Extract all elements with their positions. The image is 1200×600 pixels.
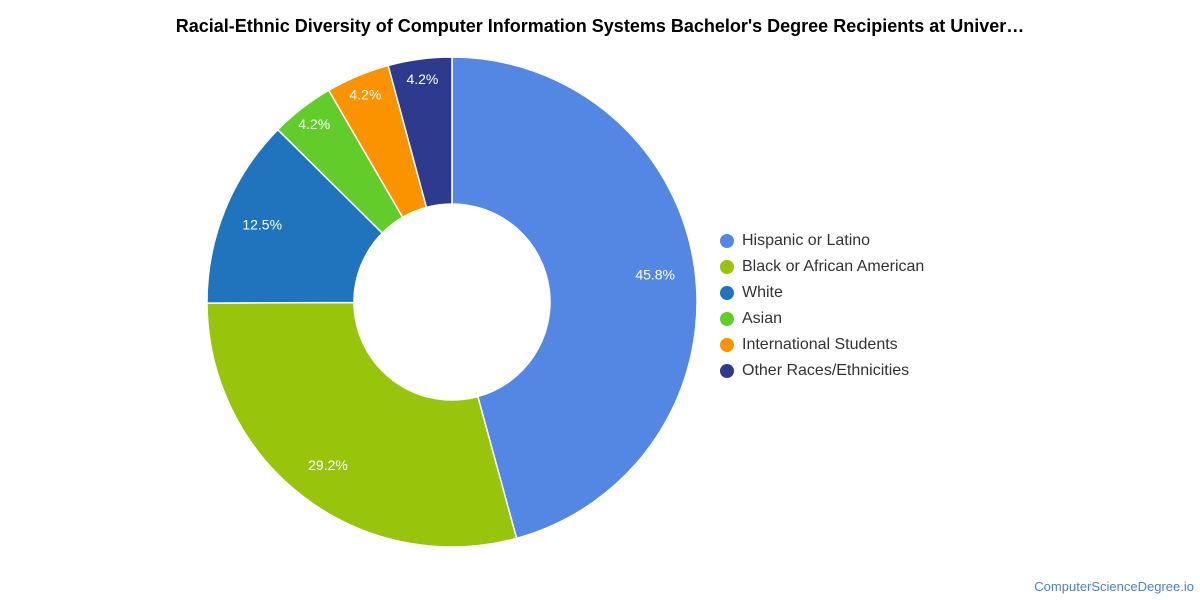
legend-item[interactable]: Asian [720, 306, 924, 332]
slice-other-races-ethnicities[interactable] [387, 56, 453, 209]
legend-swatch [720, 234, 734, 248]
slice-label: 4.2% [406, 71, 438, 87]
slice-label: 4.2% [349, 86, 381, 102]
legend-item[interactable]: Black or African American [720, 254, 924, 280]
slice-black-or-african-american[interactable] [206, 301, 518, 548]
slice-white[interactable] [206, 128, 384, 304]
slice-hispanic-or-latino[interactable] [451, 56, 698, 540]
legend-swatch [720, 312, 734, 326]
legend-item[interactable]: Hispanic or Latino [720, 228, 924, 254]
chart-title: Racial-Ethnic Diversity of Computer Info… [175, 16, 1025, 36]
slice-label: 12.5% [242, 217, 282, 233]
legend-label: White [742, 284, 783, 301]
legend-label: Black or African American [742, 258, 925, 275]
legend-item[interactable]: International Students [720, 332, 924, 358]
site-credit[interactable]: ComputerScienceDegree.io [1034, 579, 1194, 594]
legend-label: International Students [742, 336, 898, 353]
legend-label: Hispanic or Latino [742, 232, 871, 249]
legend-swatch [720, 260, 734, 274]
legend-swatch [720, 338, 734, 352]
legend-item[interactable]: White [720, 280, 924, 306]
legend-label: Asian [742, 310, 783, 327]
legend-swatch [720, 286, 734, 300]
legend-item[interactable]: Other Races/Ethnicities [720, 358, 924, 384]
slice-label: 45.8% [635, 267, 675, 283]
slice-label: 4.2% [298, 116, 330, 132]
slice-label: 29.2% [308, 457, 348, 473]
legend-swatch [720, 364, 734, 378]
chart-legend: Hispanic or Latino Black or African Ameri… [720, 228, 924, 384]
legend-label: Other Races/Ethnicities [742, 362, 910, 379]
